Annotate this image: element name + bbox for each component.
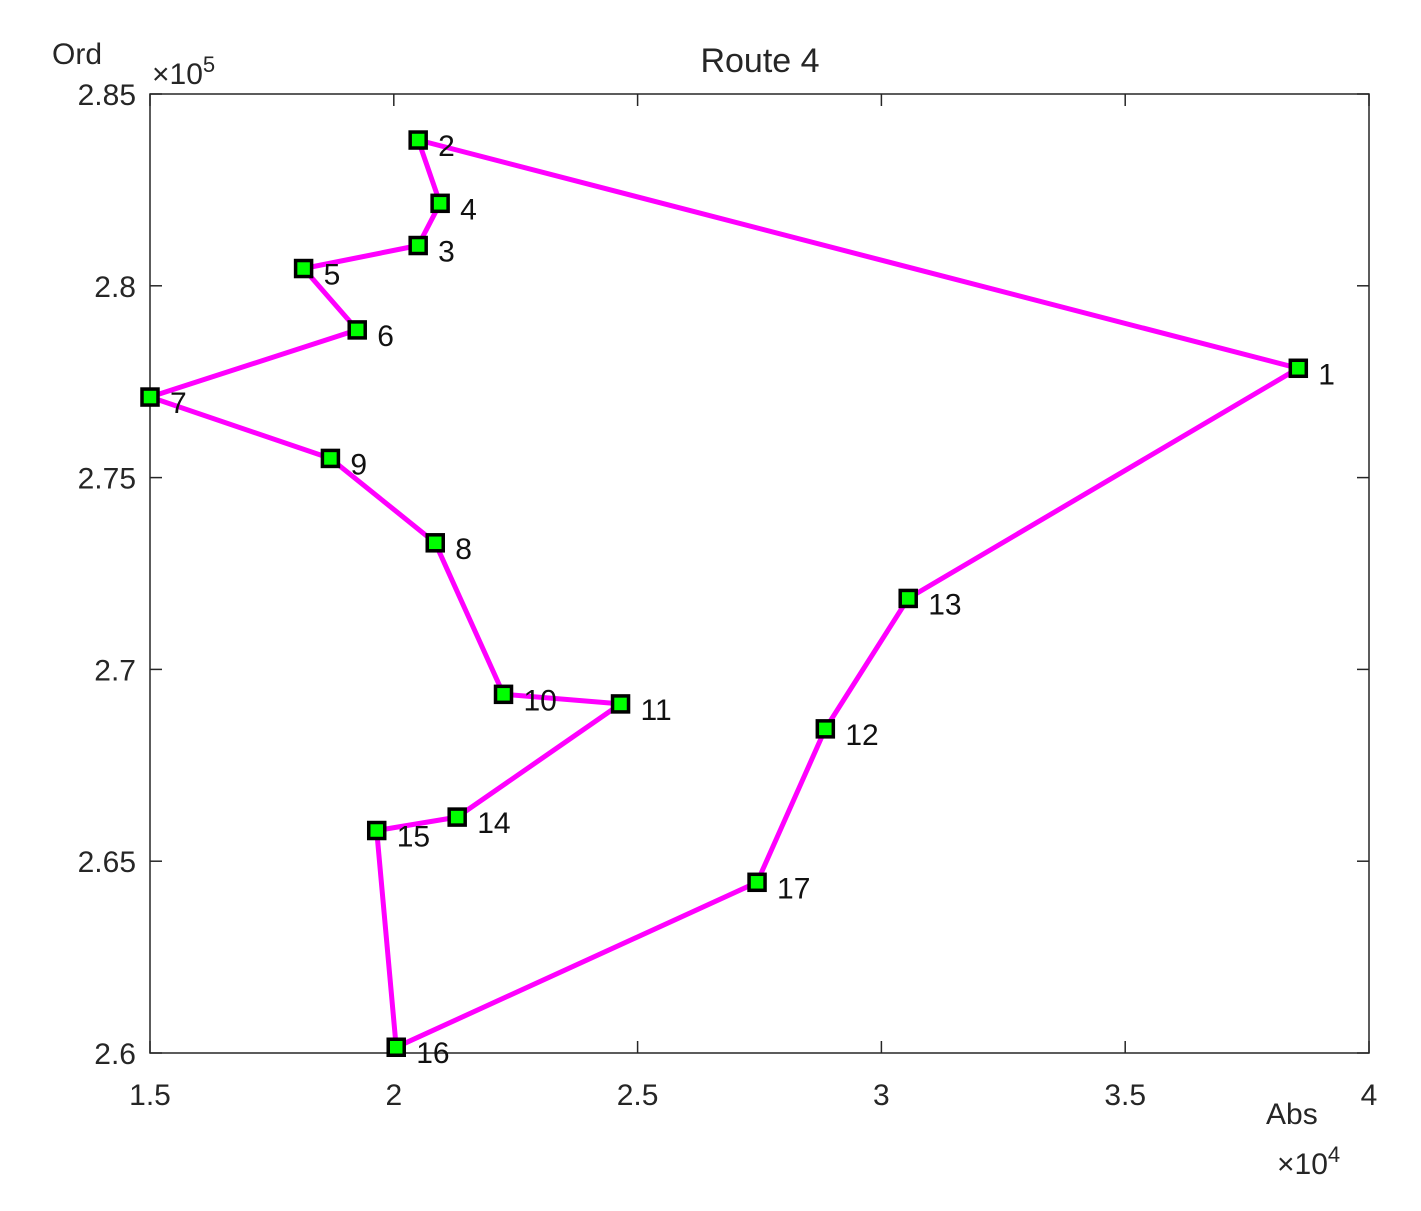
x-tick-label: 2 <box>385 1079 402 1112</box>
route-point-marker <box>408 235 428 256</box>
route-point-label: 7 <box>170 387 187 420</box>
route-point-label: 16 <box>416 1037 449 1070</box>
x-tick-label: 1.5 <box>129 1079 171 1112</box>
x-axis-multiplier: ×104 <box>1277 1142 1340 1181</box>
x-tick-label: 4 <box>1361 1079 1378 1112</box>
route-point-marker <box>447 807 467 827</box>
plot-area <box>149 93 1370 1054</box>
route-point-label: 12 <box>845 719 878 752</box>
route-point-marker <box>430 193 450 214</box>
y-tick-label: 2.6 <box>94 1038 136 1071</box>
route-point-label: 15 <box>397 821 430 854</box>
x-axis-label: Abs <box>1266 1098 1318 1131</box>
route-point-marker <box>815 719 836 739</box>
chart-title: Route 4 <box>700 42 819 80</box>
route-point-label: 10 <box>524 684 557 717</box>
route-point-marker <box>366 820 387 841</box>
route-point-label: 2 <box>438 130 455 163</box>
x-tick-label: 2.5 <box>617 1079 659 1112</box>
route-point-label: 13 <box>928 588 961 621</box>
route-point-marker <box>898 588 918 609</box>
route-point-marker <box>408 130 428 150</box>
y-tick-label: 2.7 <box>94 654 136 687</box>
route-point-label: 6 <box>377 320 394 353</box>
y-axis-label: Ord <box>52 38 102 71</box>
route-point-marker <box>747 872 767 893</box>
route-point-label: 9 <box>350 448 367 481</box>
route-point-marker <box>425 533 445 553</box>
x-axis: 1.5 2 2.5 3 3.5 4 <box>129 94 1377 1112</box>
x-tick-label: 3.5 <box>1104 1079 1146 1112</box>
route-point-marker <box>320 448 341 469</box>
route-point-label: 1 <box>1318 358 1335 391</box>
route-point-marker <box>347 320 367 340</box>
route-point-label: 17 <box>777 872 810 905</box>
route-point-label: 8 <box>455 533 472 566</box>
route-point-label: 4 <box>460 193 477 226</box>
y-tick-label: 2.85 <box>78 79 136 112</box>
x-tick-label: 3 <box>873 1079 890 1112</box>
route-point-label: 3 <box>438 236 455 269</box>
route-point-marker <box>140 387 160 407</box>
route-point-label: 5 <box>324 259 341 292</box>
y-tick-label: 2.75 <box>78 463 136 496</box>
route-point-marker <box>386 1037 406 1057</box>
route-markers <box>140 130 1309 1057</box>
route-point-label: 14 <box>477 807 510 840</box>
route-point-marker <box>1288 358 1309 379</box>
route-point-marker <box>293 258 314 279</box>
y-axis-multiplier: ×105 <box>152 52 215 91</box>
y-axis: 2.6 2.65 2.7 2.75 2.8 2.85 <box>78 79 1369 1071</box>
route-point-label: 11 <box>641 694 672 727</box>
y-tick-label: 2.8 <box>94 271 136 304</box>
y-tick-label: 2.65 <box>78 846 136 879</box>
route-point-marker <box>610 694 631 714</box>
route-point-marker <box>493 684 514 705</box>
